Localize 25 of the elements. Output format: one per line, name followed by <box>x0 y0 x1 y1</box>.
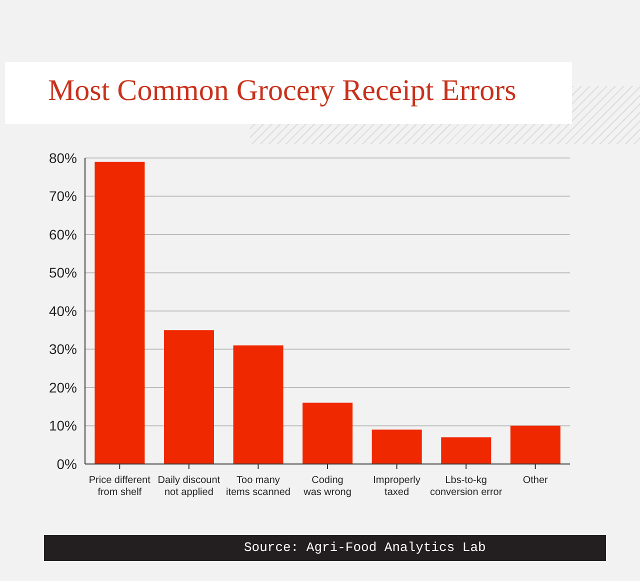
bar <box>302 402 353 464</box>
bar <box>94 162 145 464</box>
chart-title: Most Common Grocery Receipt Errors <box>48 74 516 108</box>
bar <box>164 330 214 464</box>
y-tick-label: 0% <box>56 456 77 472</box>
x-tick-label: Lbs-to-kg conversion error <box>430 475 503 498</box>
y-tick-label: 60% <box>48 226 77 242</box>
y-tick-label: 20% <box>48 379 77 396</box>
y-tick-label: 80% <box>48 150 77 166</box>
bar <box>372 430 422 464</box>
bar <box>233 345 284 464</box>
x-tick-label: Improperly taxed <box>373 475 420 498</box>
bar <box>441 437 492 464</box>
bar <box>510 426 560 464</box>
y-tick-label: 30% <box>48 341 77 358</box>
y-tick-label: 40% <box>48 302 77 319</box>
x-tick-label: Daily discount not applied <box>158 475 220 498</box>
x-tick-label: Coding was wrong <box>302 475 352 498</box>
x-tick-label: Price different from shelf <box>88 475 151 498</box>
y-tick-label: 70% <box>48 188 77 204</box>
source-note: Source: Agri-Food Analytics Lab <box>244 540 486 555</box>
x-tick-label: Too many items scanned <box>226 475 290 498</box>
y-tick-label: 10% <box>48 418 77 434</box>
y-tick-label: 50% <box>48 264 77 281</box>
x-tick-label: Other <box>522 475 549 486</box>
